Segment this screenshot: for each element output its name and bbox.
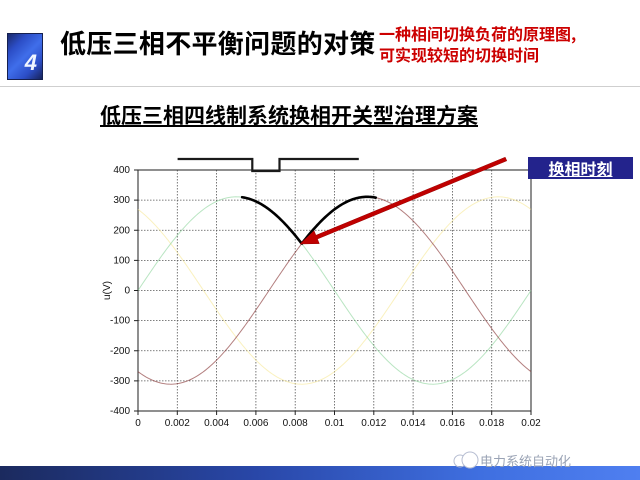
- svg-text:0.006: 0.006: [243, 418, 268, 429]
- svg-text:0.004: 0.004: [204, 418, 229, 429]
- svg-text:0.018: 0.018: [479, 418, 504, 429]
- svg-text:0: 0: [124, 286, 130, 297]
- svg-text:0.002: 0.002: [165, 418, 190, 429]
- svg-text:400: 400: [113, 165, 130, 176]
- svg-text:0.02: 0.02: [521, 418, 541, 429]
- svg-text:0.016: 0.016: [440, 418, 465, 429]
- svg-text:100: 100: [113, 255, 130, 266]
- svg-text:-200: -200: [110, 346, 130, 357]
- svg-text:0: 0: [135, 418, 141, 429]
- svg-text:-100: -100: [110, 316, 130, 327]
- svg-text:0.01: 0.01: [325, 418, 345, 429]
- svg-text:0.008: 0.008: [283, 418, 308, 429]
- svg-text:0.014: 0.014: [401, 418, 426, 429]
- svg-text:-400: -400: [110, 406, 130, 417]
- svg-text:u(V): u(V): [102, 281, 113, 300]
- svg-text:200: 200: [113, 225, 130, 236]
- svg-text:-300: -300: [110, 376, 130, 387]
- svg-text:0.012: 0.012: [361, 418, 386, 429]
- svg-text:300: 300: [113, 195, 130, 206]
